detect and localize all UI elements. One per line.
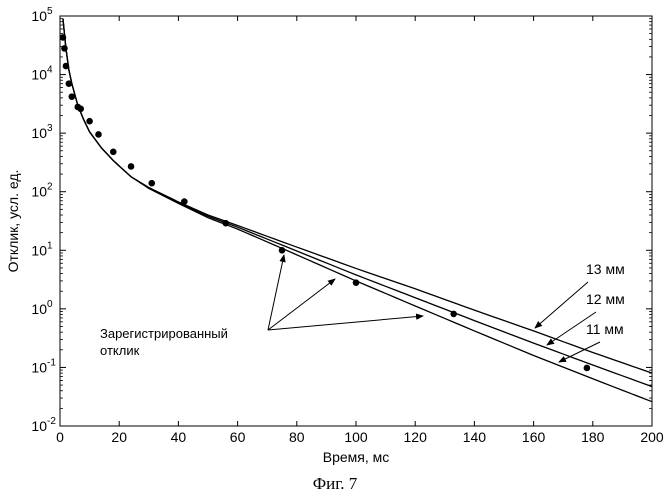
- data-point: [77, 106, 84, 113]
- data-point: [222, 220, 229, 227]
- data-point: [450, 311, 457, 318]
- y-tick-exp: 2: [47, 182, 53, 193]
- data-point: [69, 93, 76, 100]
- y-tick-base: 10: [31, 184, 47, 200]
- y-ticks: 10-210-1100101102103104105: [31, 6, 652, 434]
- data-point: [110, 149, 117, 156]
- y-tick-label: 105: [31, 6, 53, 24]
- data-point: [61, 45, 68, 52]
- chart: 020406080100120140160180200 10-210-11001…: [0, 0, 670, 470]
- annotation-arrow: [268, 255, 284, 330]
- data-point: [60, 34, 67, 41]
- x-tick-label: 40: [171, 429, 187, 445]
- series-label-arrow: [535, 282, 588, 328]
- series-label-arrow: [559, 342, 600, 362]
- annotation-arrow: [268, 279, 335, 330]
- registered-points: [60, 34, 591, 371]
- series-label: 13 мм: [586, 261, 625, 277]
- y-tick-base: 10: [31, 418, 47, 434]
- data-point: [181, 198, 188, 205]
- y-tick-exp: 0: [47, 299, 53, 310]
- data-point: [128, 163, 135, 170]
- x-tick-label: 160: [522, 429, 546, 445]
- x-tick-label: 0: [56, 429, 64, 445]
- annotation-arrow: [268, 316, 423, 330]
- x-tick-label: 100: [344, 429, 368, 445]
- data-point: [63, 63, 70, 70]
- y-tick-exp: 3: [47, 123, 53, 134]
- series-line-0: [63, 19, 652, 373]
- data-point: [95, 131, 102, 138]
- data-point: [86, 118, 93, 125]
- x-tick-label: 20: [111, 429, 127, 445]
- x-tick-label: 60: [230, 429, 246, 445]
- y-axis-label: Отклик, усл. ед.: [5, 170, 21, 273]
- y-tick-label: 103: [31, 123, 53, 141]
- annotation-line-2: отклик: [100, 343, 140, 358]
- data-point: [148, 180, 155, 187]
- series-lines: [63, 19, 652, 402]
- figure-caption: Фиг. 7: [0, 474, 670, 494]
- y-tick-label: 10-2: [31, 416, 56, 434]
- annotation-line-1: Зарегистрированный: [100, 326, 228, 341]
- plot-frame: [60, 16, 652, 426]
- y-tick-label: 100: [31, 299, 53, 317]
- y-tick-exp: 4: [47, 65, 53, 76]
- y-tick-exp: -1: [47, 357, 56, 368]
- x-tick-label: 180: [581, 429, 605, 445]
- y-tick-base: 10: [31, 67, 47, 83]
- series-label: 11 мм: [586, 321, 624, 337]
- y-tick-label: 101: [31, 240, 53, 258]
- data-point: [66, 80, 73, 87]
- y-tick-exp: -2: [47, 416, 56, 427]
- x-ticks: 0 20 40 60 80 100 120 140 160 180 200: [56, 16, 664, 445]
- data-point: [584, 365, 591, 372]
- series-line-2: [63, 19, 652, 402]
- y-tick-base: 10: [31, 8, 47, 24]
- x-tick-label: 120: [404, 429, 428, 445]
- x-tick-label: 200: [640, 429, 664, 445]
- y-tick-base: 10: [31, 301, 47, 317]
- y-tick-label: 104: [31, 65, 53, 83]
- y-tick-base: 10: [31, 242, 47, 258]
- x-tick-label: 80: [289, 429, 305, 445]
- y-tick-exp: 1: [47, 240, 53, 251]
- y-tick-exp: 5: [47, 6, 53, 17]
- y-tick-label: 102: [31, 182, 53, 200]
- data-point: [353, 279, 360, 286]
- data-point: [279, 247, 286, 254]
- y-tick-base: 10: [31, 359, 47, 375]
- series-label: 12 мм: [586, 291, 625, 307]
- y-tick-label: 10-1: [31, 357, 56, 375]
- x-axis-label: Время, мс: [323, 449, 390, 465]
- x-tick-label: 140: [463, 429, 487, 445]
- y-tick-base: 10: [31, 125, 47, 141]
